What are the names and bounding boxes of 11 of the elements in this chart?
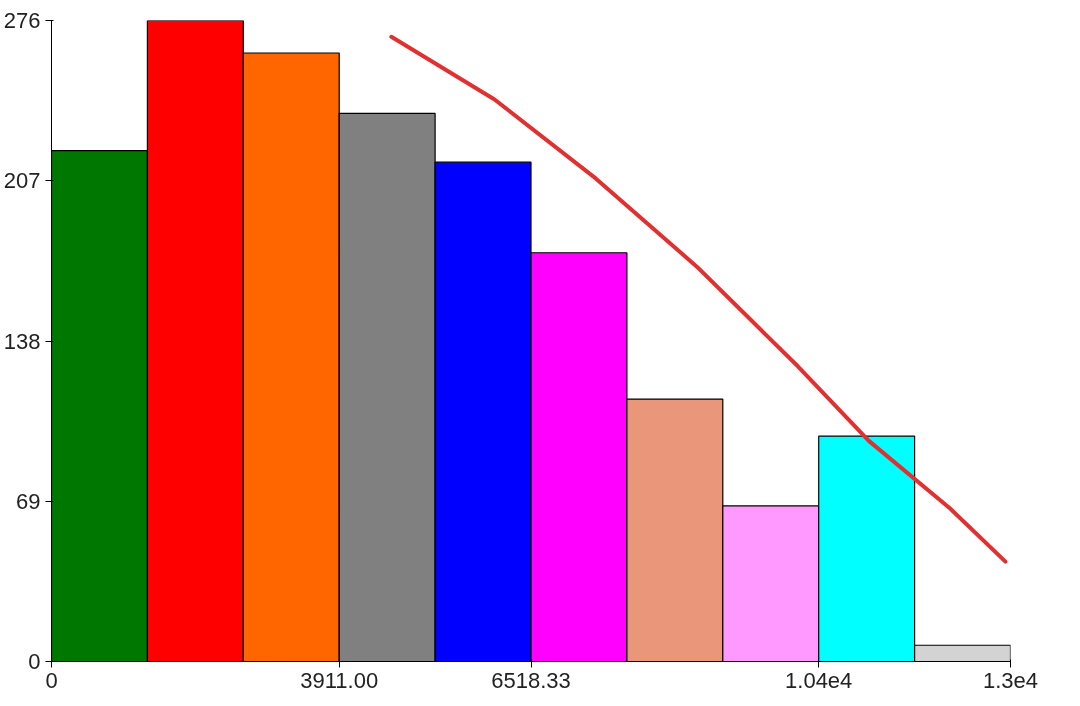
y-tick-label: 276 bbox=[3, 8, 41, 33]
y-tick-label: 207 bbox=[3, 168, 41, 194]
x-tick-label: 1.3e4 bbox=[982, 667, 1039, 693]
x-tick-label: 1.04e4 bbox=[785, 667, 853, 693]
y-tick-label: 69 bbox=[16, 488, 41, 514]
x-tick-label: 3911.00 bbox=[300, 667, 379, 693]
line-series bbox=[389, 34, 1008, 564]
x-tick-label: 6518.33 bbox=[491, 667, 571, 693]
x-tick-label: 0 bbox=[45, 667, 58, 693]
y-tick-label: 0 bbox=[28, 649, 41, 674]
y-tick-label: 138 bbox=[3, 328, 41, 354]
